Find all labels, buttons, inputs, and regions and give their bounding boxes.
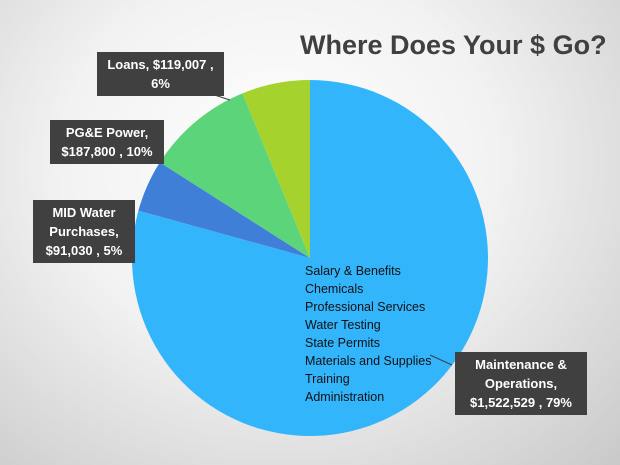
- category-label: Maintenance & Operations: [475, 357, 567, 391]
- separator: ,: [96, 243, 100, 258]
- pie-slice: [138, 162, 310, 258]
- data-label: Maintenance & Operations, $1,522,529 , 7…: [455, 352, 587, 415]
- leader-line: [429, 354, 453, 366]
- percent-label: 10%: [126, 144, 153, 159]
- annotation-line: Professional Services: [305, 300, 426, 314]
- separator: ,: [145, 57, 150, 72]
- annotation-line: State Permits: [305, 336, 381, 350]
- annotation-line: Water Testing: [305, 318, 381, 332]
- data-label: MID Water Purchases, $91,030 , 5%: [33, 200, 135, 263]
- separator: ,: [119, 144, 123, 159]
- value-label: $91,030: [45, 243, 93, 258]
- separator: ,: [144, 125, 149, 140]
- chart-title: Where Does Your $ Go?: [300, 30, 607, 60]
- data-label: Loans, $119,007 , 6%: [97, 52, 224, 96]
- separator: ,: [210, 57, 214, 72]
- value-label: $1,522,529: [470, 395, 536, 410]
- separator: ,: [538, 395, 543, 410]
- percent-label: 5%: [103, 243, 123, 258]
- pie-slice: [242, 80, 310, 258]
- percent-label: 6%: [151, 76, 170, 91]
- percent-label: 79%: [545, 395, 572, 410]
- data-label: PG&E Power, $187,800 , 10%: [50, 120, 164, 164]
- separator: ,: [553, 376, 558, 391]
- separator: ,: [115, 224, 119, 239]
- annotation-line: Training: [305, 372, 350, 386]
- category-label: PG&E Power: [65, 125, 145, 140]
- value-label: $187,800: [61, 144, 116, 159]
- annotation-line: Materials and Supplies: [305, 354, 432, 368]
- annotation: Salary & Benefits Chemicals Professional S…: [305, 262, 431, 406]
- annotation-line: Chemicals: [305, 282, 364, 296]
- pie-slice: [159, 93, 310, 258]
- annotation-line: Salary & Benefits: [305, 264, 401, 278]
- category-label: Loans: [107, 57, 146, 72]
- category-label: MID Water Purchases: [49, 205, 116, 239]
- annotation-line: Administration: [305, 390, 385, 404]
- value-label: $119,007: [152, 57, 207, 72]
